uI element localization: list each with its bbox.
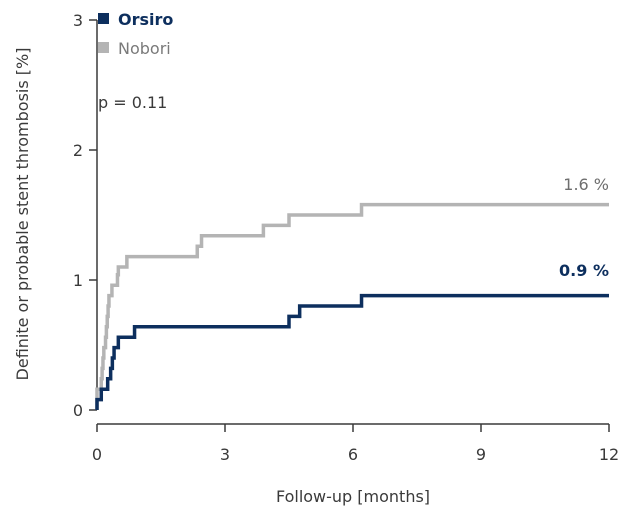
series-line-nobori [95,202,609,410]
x-tick-label-3: 3 [220,445,230,464]
x-tick-label-6: 6 [348,445,358,464]
y-tick-label-0: 0 [73,401,83,420]
legend-swatch-nobori [98,42,109,53]
y-tick-label-2: 2 [73,141,83,160]
end-label-orsiro: 0.9 % [559,261,609,280]
y-tick-label-1: 1 [73,271,83,290]
series-layer [95,202,609,410]
p-value-annotation: p = 0.11 [98,93,167,112]
x-tick-label-0: 0 [92,445,102,464]
x-tick-label-9: 9 [476,445,486,464]
legend-swatch-orsiro [98,13,109,24]
y-axis-title: Definite or probable stent thrombosis [%… [13,48,32,381]
end-label-nobori: 1.6 % [563,175,609,194]
x-tick-label-12: 12 [599,445,619,464]
series-line-orsiro [95,293,609,410]
legend-label-orsiro: Orsiro [118,10,173,29]
legend-label-nobori: Nobori [118,39,171,58]
legend: Orsiro Nobori [98,10,173,58]
labels-layer: Orsiro Nobori p = 0.11 1.6 % 0.9 % Follo… [13,10,609,506]
y-tick-label-3: 3 [73,11,83,30]
x-axis-title: Follow-up [months] [276,487,430,506]
